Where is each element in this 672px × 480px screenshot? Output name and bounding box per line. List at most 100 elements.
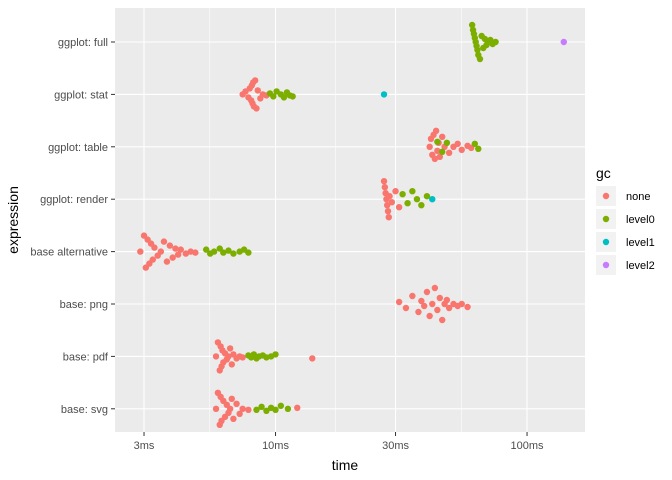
data-point-6-2: [443, 139, 451, 146]
legend-label-1: level0: [626, 214, 655, 226]
data-point-11-5: [225, 247, 232, 254]
data-point-0-8: [476, 55, 484, 63]
data-point-7-1: [381, 184, 389, 191]
data-point-12-4: [418, 297, 425, 305]
data-point-5-14: [458, 146, 465, 153]
data-point-2-11: [254, 87, 261, 94]
data-point-5-0: [426, 143, 433, 150]
data-point-12-14: [443, 296, 451, 304]
data-point-15-16: [294, 404, 301, 411]
data-point-5-13: [454, 140, 461, 147]
data-point-16-5: [277, 402, 285, 409]
data-point-13-10: [226, 345, 234, 352]
data-point-12-7: [426, 312, 433, 320]
legend-swatch-0: [602, 192, 610, 200]
data-point-11-4: [220, 249, 227, 256]
legend-label-3: level2: [626, 260, 655, 272]
legend-label-2: level1: [626, 237, 655, 249]
legend-title: gc: [596, 165, 611, 181]
x-tick-label-1: 10ms: [262, 440, 289, 452]
plot-panel: [115, 8, 585, 432]
data-point-10-19: [192, 249, 199, 256]
data-point-0-0: [468, 21, 476, 29]
data-point-7-8: [388, 199, 396, 206]
data-point-16-1: [258, 403, 265, 410]
data-point-10-14: [172, 245, 179, 252]
data-point-9-0: [429, 196, 436, 203]
data-point-16-4: [272, 406, 279, 413]
data-point-6-0: [434, 138, 441, 145]
minor-gridlines: [209, 8, 462, 432]
data-point-11-9: [245, 249, 252, 256]
data-point-15-14: [239, 405, 246, 412]
data-point-5-5: [432, 127, 440, 134]
data-point-11-2: [210, 248, 218, 255]
data-point-12-15: [445, 304, 453, 312]
data-point-15-10: [228, 395, 235, 402]
data-point-13-11: [228, 361, 235, 368]
data-point-12-10: [434, 306, 441, 314]
data-point-12-9: [431, 284, 439, 292]
data-point-7-7: [386, 193, 393, 200]
legend-swatch-2: [602, 238, 610, 246]
y-tick-label-4: base alternative: [30, 247, 108, 259]
data-point-8-5: [423, 193, 431, 200]
data-point-10-17: [182, 250, 190, 257]
data-point-15-9: [226, 405, 234, 412]
data-point-5-4: [431, 155, 439, 162]
data-point-12-19: [464, 303, 471, 311]
data-point-16-6: [284, 405, 292, 412]
data-point-10-16: [177, 246, 184, 253]
data-point-7-5: [384, 208, 392, 215]
data-point-5-9: [439, 133, 446, 140]
data-point-10-11: [163, 258, 171, 265]
data-point-15-11: [230, 415, 237, 422]
data-point-6-1: [439, 148, 446, 155]
data-point-11-6: [230, 250, 237, 257]
x-axis-title: time: [332, 457, 359, 473]
data-point-10-15: [174, 251, 182, 258]
legend-swatch-3: [602, 261, 610, 269]
data-point-12-6: [423, 288, 431, 296]
data-point-12-1: [402, 304, 410, 312]
data-point-0-6: [474, 46, 481, 54]
y-tick-label-7: base: svg: [61, 404, 108, 416]
data-point-5-8: [436, 153, 444, 160]
data-point-10-10: [160, 238, 168, 245]
data-point-13-16: [309, 355, 316, 362]
data-point-8-4: [418, 202, 425, 209]
data-point-8-0: [399, 191, 406, 198]
data-point-12-18: [458, 300, 465, 308]
legend-swatch-1: [602, 215, 610, 223]
data-point-1-0: [560, 38, 567, 46]
data-point-8-2: [409, 188, 416, 195]
y-tick-label-6: base: pdf: [63, 351, 109, 363]
y-axis-title: expression: [5, 186, 21, 254]
data-point-12-2: [409, 292, 416, 300]
data-point-12-3: [415, 308, 422, 316]
data-point-15-15: [245, 406, 252, 413]
data-point-10-0: [137, 248, 144, 255]
y-tick-label-3: ggplot: render: [40, 194, 108, 206]
data-point-3-7: [289, 93, 296, 100]
data-point-13-9: [225, 353, 232, 360]
data-point-10-12: [166, 242, 174, 249]
data-point-7-4: [384, 202, 391, 209]
data-point-12-12: [439, 316, 446, 324]
data-point-10-13: [169, 254, 176, 261]
data-point-14-8: [272, 351, 279, 358]
data-point-13-0: [212, 353, 220, 360]
data-point-10-6: [149, 256, 156, 263]
data-point-3-1: [270, 93, 277, 100]
x-tick-label-0: 3ms: [134, 440, 155, 452]
data-point-13-15: [239, 354, 246, 361]
data-point-4-0: [380, 91, 388, 98]
data-point-10-7: [151, 244, 158, 251]
data-point-16-0: [253, 406, 260, 413]
data-point-3-4: [280, 94, 288, 101]
legend-label-0: none: [626, 191, 650, 203]
data-point-6-3: [471, 140, 479, 147]
data-point-8-1: [404, 200, 411, 207]
data-point-12-5: [420, 302, 428, 310]
